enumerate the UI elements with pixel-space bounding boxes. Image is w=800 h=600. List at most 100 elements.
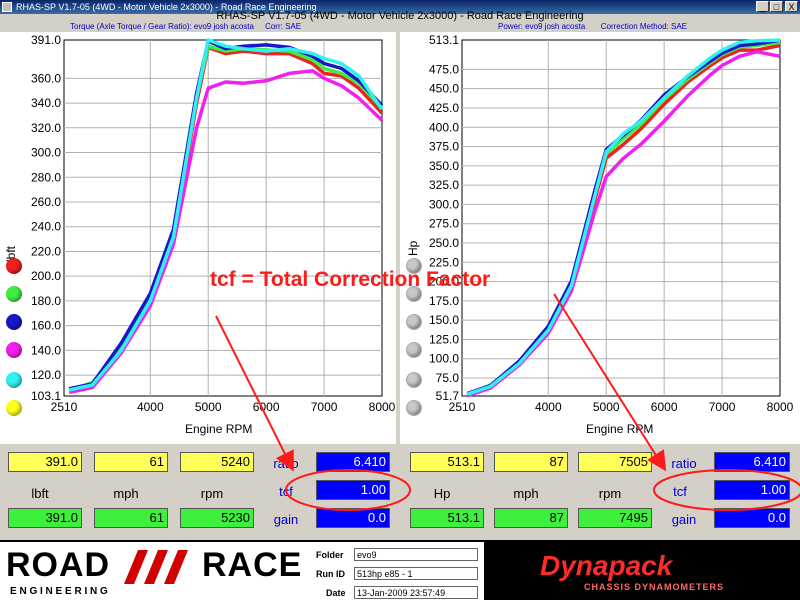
torque-y-tick-label: 140.0 — [31, 343, 61, 357]
power-y-tick-label: 150.0 — [429, 313, 459, 327]
folder-value: evo9 — [354, 548, 478, 561]
maximize-button[interactable]: □ — [770, 1, 783, 12]
window-titlebar: RHAS-SP V1.7-05 (4WD - Motor Vehicle 2x3… — [0, 0, 800, 14]
runid-label: Run ID — [316, 569, 345, 579]
mph-label-power: mph — [513, 486, 539, 501]
power-axis-label: Hp — [406, 240, 420, 256]
power-chart-corr: Correction Method: SAE — [600, 22, 687, 31]
power-y-tick-label: 350.0 — [429, 159, 459, 173]
power-x-tick-label: 2510 — [449, 400, 476, 414]
run-2-toggle-power[interactable] — [406, 286, 422, 302]
power-chart: 2510 4000 5000 6000 7000 8000 513.1 475.0 450.0 4… — [429, 33, 794, 414]
torque-unit-label: lbft — [31, 486, 49, 501]
power-y-tick-label: 275.0 — [429, 217, 459, 231]
dynapack-logo: Dynapack CHASSIS DYNAMOMETERS — [484, 542, 800, 600]
torque-x-tick-label: 6000 — [253, 400, 280, 414]
torque-y-tick-label: 180.0 — [31, 294, 61, 308]
run-3-toggle[interactable] — [6, 314, 22, 330]
power-cursor-mph: 87 — [494, 508, 568, 528]
tcf-annotation: tcf = Total Correction Factor — [210, 268, 491, 291]
power-y-tick-label: 225.0 — [429, 255, 459, 269]
run-5-toggle[interactable] — [6, 372, 22, 388]
run-2-toggle[interactable] — [6, 286, 22, 302]
road-race-logo: ROAD RACE E N G I N E E R I N G — [6, 546, 306, 598]
runid-value: 513hp e85 - 1 — [354, 567, 478, 580]
dynapack-subtitle: CHASSIS DYNAMOMETERS — [584, 582, 725, 592]
power-y-tick-label: 300.0 — [429, 197, 459, 211]
power-y-tick-label: 75.0 — [436, 371, 460, 385]
date-value: 13-Jan-2009 23:57:49 — [354, 586, 478, 599]
torque-x-tick-label: 8000 — [369, 400, 396, 414]
logo-stripes-icon — [124, 550, 188, 584]
power-cursor-rpm: 7495 — [578, 508, 652, 528]
rpm-label: rpm — [200, 486, 224, 501]
power-x-tick-label: 5000 — [593, 400, 620, 414]
window-title: RHAS-SP V1.7-05 (4WD - Motor Vehicle 2x3… — [16, 2, 317, 12]
run-4-toggle-power[interactable] — [406, 342, 422, 358]
power-y-tick-label: 400.0 — [429, 120, 459, 134]
torque-chart-title: Torque (Axle Torque / Gear Ratio): evo9 … — [70, 22, 254, 31]
mph-label: mph — [113, 486, 139, 501]
power-plot-area — [461, 39, 781, 397]
torque-cursor-rpm: 5230 — [180, 508, 254, 528]
run-6-toggle-power[interactable] — [406, 400, 422, 416]
ratio-label: ratio — [273, 456, 299, 471]
gain-value: 0.0 — [316, 508, 390, 528]
run-1-toggle-power[interactable] — [406, 258, 422, 274]
ratio-label-power: ratio — [671, 456, 697, 471]
power-chart-panel: 2510 4000 5000 6000 7000 8000 513.1 475.0 450.0 4… — [400, 32, 800, 444]
torque-y-tick-label: 340.0 — [31, 96, 61, 110]
ratio-value: 6.410 — [316, 452, 390, 472]
run-4-toggle[interactable] — [6, 342, 22, 358]
run-1-toggle[interactable] — [6, 258, 22, 274]
minimize-button[interactable]: _ — [756, 1, 769, 12]
torque-y-tick-label: 320.0 — [31, 121, 61, 135]
power-chart-title: Power: evo9 josh acosta — [498, 22, 586, 31]
tcf-value: 1.00 — [316, 480, 390, 500]
readout-area: 391.0 61 5240 lbft mph rpm 391.0 61 5230… — [0, 444, 800, 540]
power-y-tick-label: 100.0 — [429, 352, 459, 366]
gain-value-power: 0.0 — [714, 508, 790, 528]
run-title: RHAS-SP V1.7-05 (4WD - Motor Vehicle 2x3… — [216, 10, 584, 22]
torque-series-4-line — [68, 69, 384, 395]
power-y-tick-label: 513.1 — [429, 33, 459, 47]
logo-subtitle: E N G I N E E R I N G — [10, 586, 108, 597]
torque-cursor-mph: 61 — [94, 508, 168, 528]
logo-word-race: RACE — [202, 546, 303, 584]
power-x-tick-label: 4000 — [535, 400, 562, 414]
run-6-toggle[interactable] — [6, 400, 22, 416]
torque-y-tick-label: 360.0 — [31, 71, 61, 85]
power-y-tick-label: 450.0 — [429, 82, 459, 96]
run-5-toggle-power[interactable] — [406, 372, 422, 388]
torque-x-tick-label: 4000 — [137, 400, 164, 414]
torque-chart-panel: 2510 4000 5000 6000 7000 8000 391.0 360.0 340.0 3… — [0, 32, 396, 444]
torque-cursor-value: 391.0 — [8, 508, 82, 528]
torque-y-tick-label: 240.0 — [31, 220, 61, 234]
power-y-tick-label: 125.0 — [429, 332, 459, 346]
ratio-value-power: 6.410 — [714, 452, 790, 472]
torque-chart: 2510 4000 5000 6000 7000 8000 391.0 360.0 340.0 3… — [31, 33, 396, 414]
torque-y-tick-label: 120.0 — [31, 368, 61, 382]
dynapack-name: Dynapack — [540, 550, 673, 581]
torque-x-tick-label: 7000 — [311, 400, 338, 414]
power-y-tick-label: 175.0 — [429, 294, 459, 308]
torque-plot-area — [63, 39, 383, 397]
power-chart-header: Power: evo9 josh acosta Correction Metho… — [498, 22, 687, 31]
power-x-tick-label: 7000 — [709, 400, 736, 414]
rpm-label-power: rpm — [598, 486, 622, 501]
torque-y-tick-label: 300.0 — [31, 146, 61, 160]
power-peak-value: 513.1 — [410, 452, 484, 472]
power-y-tick-label: 375.0 — [429, 140, 459, 154]
power-y-tick-label: 250.0 — [429, 236, 459, 250]
torque-chart-corr: Corr: SAE — [265, 22, 302, 31]
power-peak-mph: 87 — [494, 452, 568, 472]
close-button[interactable]: X — [785, 1, 798, 12]
tcf-value-power: 1.00 — [714, 480, 790, 500]
power-y-tick-label: 325.0 — [429, 178, 459, 192]
torque-peak-mph: 61 — [94, 452, 168, 472]
run-3-toggle-power[interactable] — [406, 314, 422, 330]
torque-y-tick-label: 280.0 — [31, 170, 61, 184]
power-y-tick-label: 51.7 — [436, 389, 460, 403]
torque-y-tick-label: 160.0 — [31, 319, 61, 333]
power-peak-rpm: 7505 — [578, 452, 652, 472]
